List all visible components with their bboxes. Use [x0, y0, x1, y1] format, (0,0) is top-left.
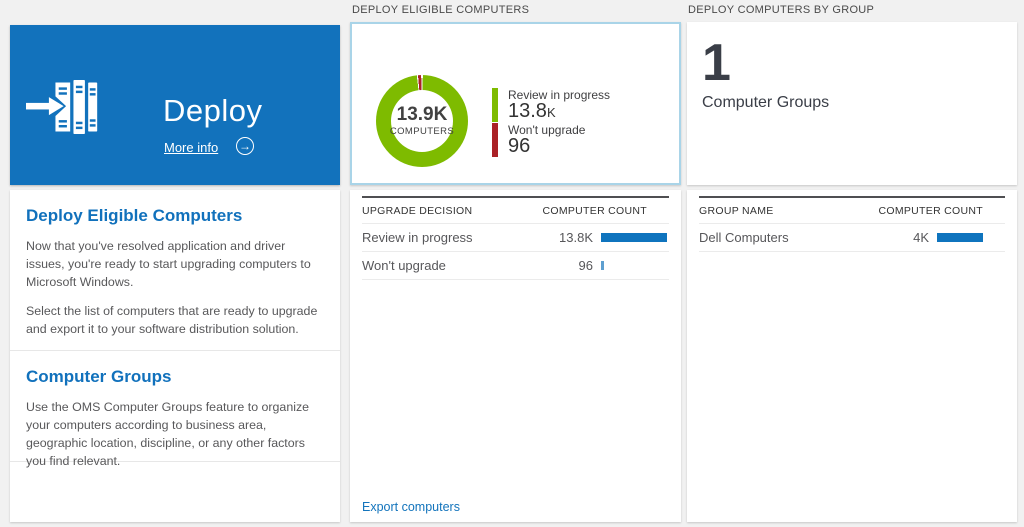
row-bar-cell [601, 261, 669, 270]
table-header: UPGRADE DECISION COMPUTER COUNT [362, 198, 669, 224]
upgrade-decision-table: UPGRADE DECISION COMPUTER COUNT Review i… [362, 196, 669, 280]
upgrade-decision-list-panel: UPGRADE DECISION COMPUTER COUNT Review i… [350, 190, 681, 522]
donut-center-label: COMPUTERS [389, 126, 455, 137]
group-count-label: Computer Groups [702, 94, 830, 111]
deploy-info-panel: Deploy Eligible Computers Now that you'v… [10, 190, 340, 522]
eligible-computers-donut-tile[interactable]: 13.9K COMPUTERS Review in progress 13.8K… [350, 22, 681, 185]
table-row-dell-computers[interactable]: Dell Computers 4K [699, 224, 1005, 252]
row-value: 13.8K [559, 230, 593, 245]
deploy-tile: Deploy More info → [10, 25, 340, 185]
computer-groups-count-tile[interactable]: 1 Computer Groups [687, 22, 1017, 185]
row-value: 4K [913, 230, 929, 245]
column-header-group-name: GROUP NAME [699, 204, 774, 217]
section-heading: Deploy Eligible Computers [26, 206, 243, 225]
legend-value: 13.8K [508, 100, 556, 122]
group-table: GROUP NAME COMPUTER COUNT Dell Computers… [699, 196, 1005, 252]
legend-value: 96 [508, 135, 531, 157]
section-paragraph: Use the OMS Computer Groups feature to o… [26, 400, 310, 468]
group-count-value: 1 [702, 34, 731, 92]
row-bar-cell [937, 233, 1005, 242]
legend-label: Won't upgrade [508, 123, 586, 137]
more-info-arrow-icon[interactable]: → [236, 137, 254, 155]
deploy-books-arrow-icon [26, 80, 98, 134]
export-computers-link[interactable]: Export computers [362, 500, 460, 514]
section-deploy-eligible-computers: Deploy Eligible Computers Now that you'v… [10, 190, 340, 351]
middle-column-header: DEPLOY ELIGIBLE COMPUTERS [352, 4, 530, 16]
value-bar [601, 233, 667, 242]
column-header-computer-count: COMPUTER COUNT [878, 204, 983, 217]
donut-chart[interactable]: 13.9K COMPUTERS [376, 75, 468, 167]
legend-item-wont-upgrade: Won't upgrade 96 [492, 123, 610, 157]
row-name: Won't upgrade [362, 258, 446, 273]
legend-label: Review in progress [508, 88, 611, 102]
value-bar [601, 261, 604, 270]
section-paragraph: Select the list of computers that are re… [26, 304, 318, 336]
group-list-panel: GROUP NAME COMPUTER COUNT Dell Computers… [687, 190, 1017, 522]
column-header-upgrade-decision: UPGRADE DECISION [362, 204, 473, 217]
donut-center: 13.9K COMPUTERS [389, 90, 455, 152]
right-column-header: DEPLOY COMPUTERS BY GROUP [688, 4, 875, 16]
table-row-review-in-progress[interactable]: Review in progress 13.8K [362, 224, 669, 252]
deploy-tile-title: Deploy [163, 93, 263, 128]
more-info-link[interactable]: More info [164, 140, 219, 155]
row-name: Review in progress [362, 230, 473, 245]
donut-center-value: 13.9K [396, 104, 448, 125]
row-bar-cell [601, 233, 669, 242]
legend-item-review-in-progress: Review in progress 13.8K [492, 88, 610, 122]
row-value: 96 [578, 258, 593, 273]
table-header: GROUP NAME COMPUTER COUNT [699, 198, 1005, 224]
donut-legend: Review in progress 13.8K Won't upgrade 9… [492, 88, 610, 158]
row-name: Dell Computers [699, 230, 789, 245]
section-computer-groups: Computer Groups Use the OMS Computer Gro… [10, 351, 340, 468]
section-heading: Computer Groups [26, 367, 172, 386]
table-row-wont-upgrade[interactable]: Won't upgrade 96 [362, 252, 669, 280]
column-header-computer-count: COMPUTER COUNT [542, 204, 647, 217]
value-bar [937, 233, 983, 242]
section-paragraph: Now that you've resolved application and… [26, 239, 311, 289]
